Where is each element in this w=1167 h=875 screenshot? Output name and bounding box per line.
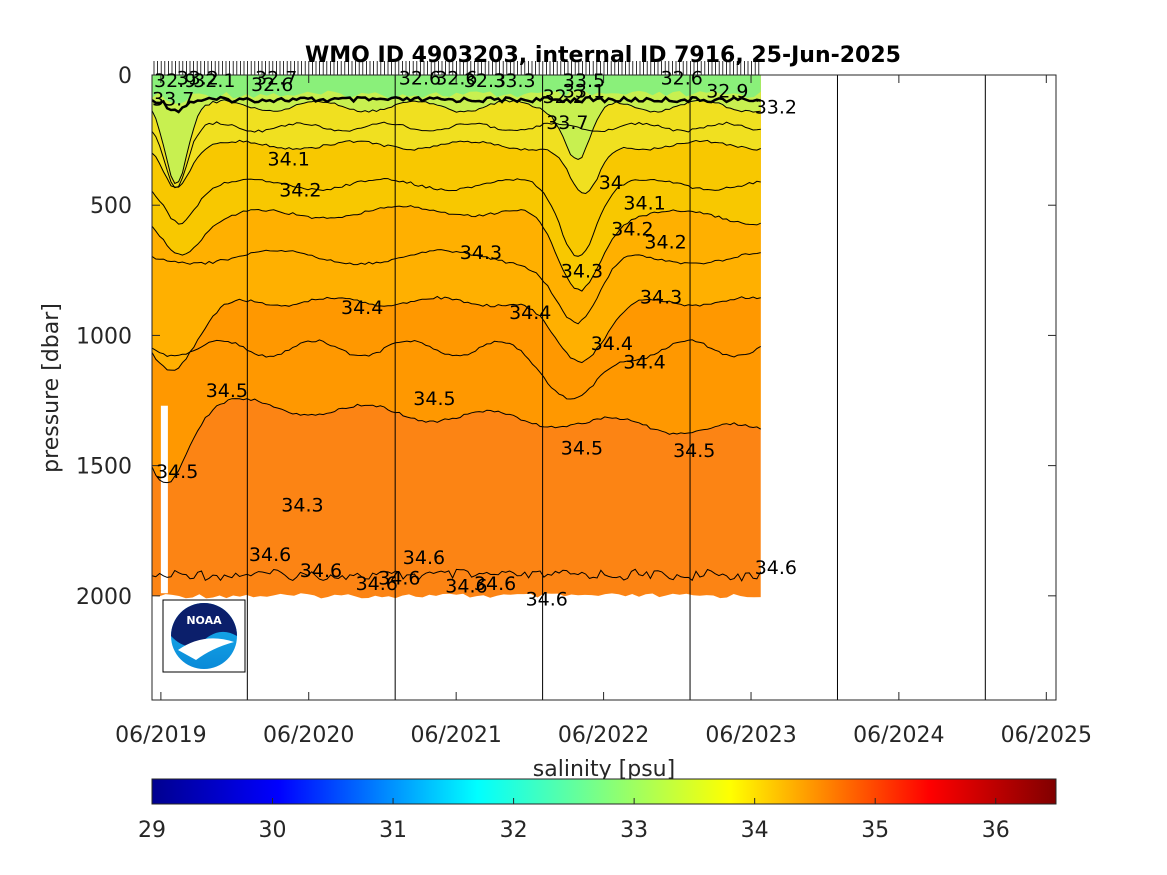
data-gap	[160, 405, 168, 594]
contour-line	[152, 177, 761, 257]
contour-label: 32.6	[251, 74, 293, 96]
year-boundary-lines	[246, 75, 986, 700]
contour-label: 34.6	[378, 568, 420, 590]
contour-label: 34.2	[644, 232, 686, 254]
contour-label: 34.3	[561, 260, 603, 282]
contour-label: 32.6	[399, 68, 441, 90]
contour-label: 34.4	[341, 297, 383, 319]
contour-label: 34.6	[755, 557, 797, 579]
y-axis: 0 500 1000 1500 2000	[76, 64, 1056, 610]
profile-tick-marks	[153, 61, 760, 75]
y-tick-label: 1500	[76, 455, 132, 480]
contour-label: 34.6	[356, 573, 398, 595]
contour-label: 34.3	[281, 495, 323, 517]
chart-title: WMO ID 4903203, internal ID 7916, 25-Jun…	[305, 43, 901, 68]
colorbar-gradient	[151, 778, 1057, 805]
x-tick-label: 06/2019	[115, 723, 206, 748]
y-tick-label: 2000	[76, 585, 132, 610]
x-tick-label: 06/2020	[263, 723, 354, 748]
contour-label: 32.9	[706, 81, 748, 103]
noaa-logo-text: NOAA	[186, 614, 222, 627]
salinity-field	[152, 75, 761, 599]
contour-label: 32.3	[464, 70, 506, 92]
contour-label: 32.6	[435, 68, 477, 90]
contour-label: 34.1	[623, 193, 665, 215]
colorbar-tick-label: 32	[500, 818, 528, 843]
contour-label: 34	[599, 172, 623, 194]
colorbar-tick-label: 34	[741, 818, 769, 843]
contour-line	[152, 121, 761, 189]
salinity-contours	[152, 95, 762, 582]
contour-line	[152, 398, 761, 484]
contour-label: 34.6	[300, 560, 342, 582]
contour-label: 32.9	[154, 70, 196, 92]
y-tick-label: 0	[118, 64, 132, 89]
contour-label: 34.4	[509, 302, 551, 324]
contour-labels: 32.933.232.133.732.632.734.134.234.434.5…	[152, 68, 797, 611]
colorbar-ticks: 29 30 31 32 33 34 35 36	[138, 798, 1010, 843]
contour-label: 34.2	[279, 180, 321, 202]
contour-label: 34.6	[445, 575, 487, 597]
colorbar-tick-label: 31	[379, 818, 407, 843]
salinity-band-33-5	[152, 75, 761, 182]
contour-label: 33.7	[546, 112, 588, 134]
colorbar-tick-label: 33	[620, 818, 648, 843]
contour-label: 34.5	[206, 380, 248, 402]
contour-label: 34.5	[673, 440, 715, 462]
contour-line	[152, 568, 762, 582]
contour-label: 34.6	[474, 573, 516, 595]
salinity-band-surface	[152, 75, 761, 105]
colorbar-label: salinity [psu]	[533, 757, 675, 782]
contour-label: 33.2	[755, 96, 797, 118]
colorbar-tick-label: 36	[982, 818, 1010, 843]
contour-line	[152, 249, 761, 325]
contour-label: 34.5	[413, 388, 455, 410]
x-tick-label: 06/2022	[558, 723, 649, 748]
contour-label: 34.2	[611, 219, 653, 241]
y-axis-label: pressure [dbar]	[39, 303, 64, 473]
noaa-logo: NOAA	[162, 599, 246, 673]
contour-label: 34.1	[268, 148, 310, 170]
contour-label: 34.6	[526, 588, 568, 610]
contour-line	[152, 339, 761, 400]
contour-label: 34.3	[460, 242, 502, 264]
colorbar-tick-label: 30	[259, 818, 287, 843]
contour-label: 32.6	[661, 68, 703, 90]
contour-line	[152, 205, 761, 292]
thermocline-contour	[152, 95, 761, 114]
colorbar-tick-label: 35	[861, 818, 889, 843]
contour-line	[152, 295, 761, 371]
contour-label: 32.1	[193, 70, 235, 92]
contour-label: 33.7	[152, 88, 194, 110]
contour-label: 34.6	[403, 547, 445, 569]
contour-label: 34.4	[591, 333, 633, 355]
contour-label: 33.2	[177, 68, 219, 90]
colorbar: salinity [psu] 29 30 31 32 33 34 35 36	[138, 757, 1057, 843]
contour-line	[152, 99, 761, 185]
contour-label: 33.1	[563, 81, 605, 103]
contour-label: 33.3	[493, 70, 535, 92]
contour-label: 34.5	[561, 437, 603, 459]
colorbar-tick-label: 29	[138, 818, 166, 843]
contour-label: 32.2	[543, 86, 585, 108]
contour-label: 34.3	[640, 286, 682, 308]
x-tick-label: 06/2025	[1001, 723, 1092, 748]
contour-line	[152, 139, 761, 195]
x-tick-label: 06/2021	[410, 723, 501, 748]
contour-label: 34.5	[156, 461, 198, 483]
x-axis: 06/2019 06/2020 06/2021 06/2022 06/2023 06/20…	[115, 75, 1092, 748]
y-tick-label: 1000	[76, 324, 132, 349]
contour-label: 34.4	[623, 352, 665, 374]
x-tick-label: 06/2024	[853, 723, 944, 748]
x-tick-label: 06/2023	[705, 723, 796, 748]
contour-label: 32.7	[255, 68, 297, 90]
contour-label: 33.5	[563, 70, 605, 92]
contour-label: 34.6	[249, 544, 291, 566]
y-tick-label: 500	[90, 194, 132, 219]
